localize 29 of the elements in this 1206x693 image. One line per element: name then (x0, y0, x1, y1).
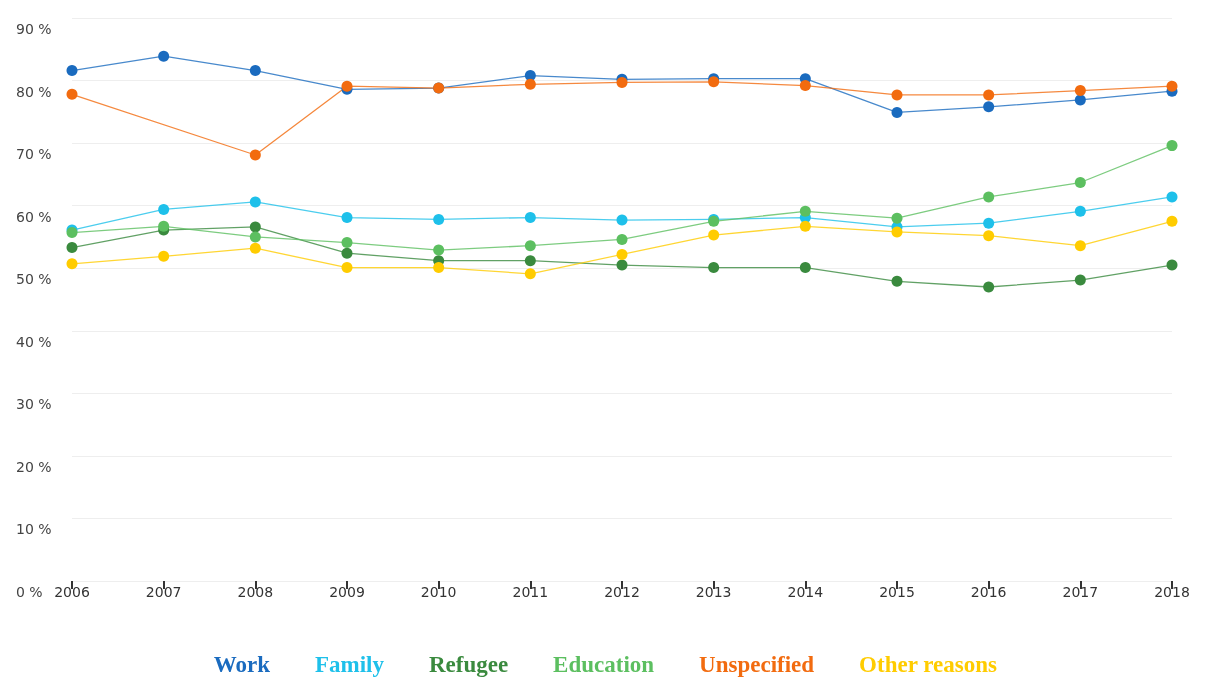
y-tick-label: 0 % (16, 584, 43, 600)
x-tick-label: 2009 (329, 584, 365, 600)
y-tick-label: 60 % (16, 208, 52, 225)
y-tick-label: 10 % (16, 521, 52, 538)
x-tick-label: 2015 (879, 584, 915, 600)
x-tick-label: 2010 (420, 584, 457, 600)
x-tick-label: 2012 (604, 584, 640, 600)
text: Education (553, 652, 655, 677)
y-tick-label: 80 % (16, 83, 52, 100)
y-tick-label: 30 % (16, 396, 52, 413)
y-tick-label: 50 % (16, 271, 52, 288)
x-tick-label: 2007 (145, 584, 182, 600)
y-tick-label: 90 % (16, 21, 52, 37)
x-tick-label: 2013 (695, 584, 732, 600)
y-tick-label: 20 % (16, 458, 52, 475)
text: Refugee (428, 652, 509, 677)
x-tick-label: 2006 (54, 584, 90, 600)
text: Work (213, 652, 271, 677)
text: Unspecified (699, 652, 815, 677)
x-tick-label: 2016 (970, 584, 1007, 600)
y-tick-label: 40 % (16, 333, 52, 350)
x-tick-label: 2017 (1062, 584, 1099, 600)
y-tick-label: 70 % (16, 146, 52, 163)
x-tick-label: 2018 (1154, 584, 1190, 600)
x-tick-label: 2014 (787, 584, 824, 600)
text: Family (314, 652, 385, 677)
x-tick-label: 2008 (237, 584, 274, 600)
x-tick-label: 2011 (512, 584, 549, 600)
text: Other reasons (859, 652, 997, 677)
